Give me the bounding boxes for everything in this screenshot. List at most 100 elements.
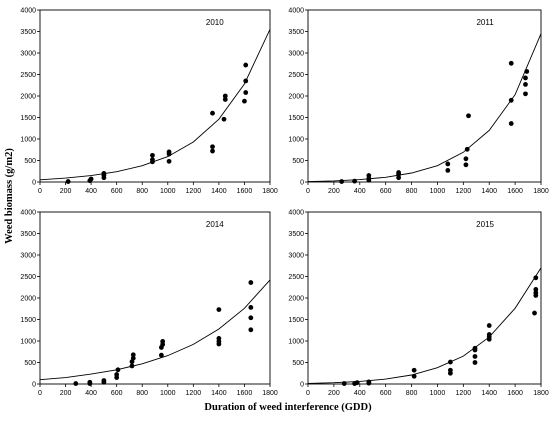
y-tick-label: 1500	[288, 115, 304, 122]
data-point	[447, 367, 453, 373]
y-tick-label: 4000	[20, 8, 36, 15]
panel-2011: 0 200 400 600 800 1000 1200 1400 1600 1800 0 500 100…	[288, 8, 548, 196]
x-tick-label: 400	[354, 188, 366, 195]
y-tick-label: 2000	[20, 94, 36, 101]
data-point	[411, 367, 417, 373]
data-point	[210, 148, 215, 154]
data-point	[472, 360, 478, 365]
x-tick-label: 200	[60, 390, 72, 397]
data-point	[65, 179, 71, 184]
data-point	[447, 359, 453, 365]
data-point	[216, 336, 222, 341]
data-point	[339, 179, 345, 184]
panel-title: 2011	[476, 18, 494, 27]
data-point	[248, 315, 254, 321]
x-tick-label: 0	[38, 188, 42, 195]
x-tick-label: 200	[60, 188, 72, 195]
y-tick-label: 2000	[288, 296, 304, 303]
y-tick-label: 3500	[288, 231, 304, 238]
y-tick-label: 3500	[20, 231, 36, 238]
data-point	[464, 146, 470, 152]
data-point	[221, 116, 227, 122]
data-point	[158, 352, 164, 358]
y-tick-label: 3000	[288, 253, 304, 260]
x-tick-label: 600	[111, 390, 123, 397]
y-tick-label: 0	[300, 180, 304, 187]
data-point	[523, 81, 528, 87]
y-tick-label: 2000	[20, 296, 36, 303]
y-tick-label: 1500	[20, 115, 36, 122]
x-tick-label: 600	[380, 390, 392, 397]
data-point	[508, 60, 514, 66]
data-point	[243, 62, 249, 68]
data-point	[472, 345, 478, 351]
x-tick-label: 1800	[533, 188, 549, 195]
data-point	[222, 97, 228, 102]
y-tick-label: 0	[300, 382, 304, 389]
x-tick-label: 1000	[430, 188, 446, 195]
x-tick-label: 800	[406, 188, 418, 195]
x-tick-label: 1800	[262, 390, 278, 397]
y-tick-label: 3000	[20, 51, 36, 58]
data-point	[533, 290, 539, 296]
x-tick-label: 1200	[456, 188, 472, 195]
data-point	[222, 93, 228, 99]
x-tick-label: 800	[136, 188, 148, 195]
x-tick-label: 1400	[211, 390, 227, 397]
x-tick-label: 1600	[237, 390, 253, 397]
y-tick-label: 1000	[288, 137, 304, 144]
y-tick-label: 500	[292, 360, 304, 367]
data-point	[366, 379, 372, 385]
panels: 0 200 400 600 800 1000 1200 1400 1600 1800 0 500 100…	[20, 8, 548, 398]
fit-curve	[39, 279, 271, 381]
data-point	[166, 158, 172, 164]
plot-frame	[307, 9, 542, 183]
y-tick-label: 0	[32, 382, 36, 389]
x-tick-label: 0	[38, 390, 42, 397]
data-point	[248, 305, 254, 310]
data-point	[523, 91, 528, 97]
data-point	[248, 280, 254, 285]
data-point	[248, 327, 254, 333]
data-point	[508, 121, 514, 126]
y-tick-label: 4000	[288, 8, 304, 15]
data-point	[242, 98, 247, 104]
panel-2014: 0 200 400 600 800 1000 1200 1400 1600 1800 0 500 100…	[20, 210, 277, 398]
panel-2010: 0 200 400 600 800 1000 1200 1400 1600 1800 0 500 100…	[20, 8, 277, 196]
y-tick-label: 2500	[20, 274, 36, 281]
y-tick-label: 2500	[288, 274, 304, 281]
data-point	[532, 310, 537, 316]
y-tick-label: 3500	[20, 29, 36, 36]
data-point	[243, 78, 249, 84]
panel-title: 2010	[206, 18, 224, 27]
y-tick-label: 2000	[288, 94, 304, 101]
data-point	[486, 323, 492, 328]
y-tick-label: 500	[292, 158, 304, 165]
y-tick-label: 4000	[288, 210, 304, 217]
y-tick-label: 1000	[288, 339, 304, 346]
y-tick-label: 500	[24, 158, 36, 165]
data-point	[533, 275, 539, 281]
x-tick-label: 1000	[160, 188, 176, 195]
x-tick-label: 0	[306, 390, 310, 397]
data-point	[150, 152, 155, 158]
x-tick-label: 1400	[481, 390, 497, 397]
x-tick-label: 200	[328, 188, 340, 195]
y-tick-label: 3000	[20, 253, 36, 260]
y-tick-label: 1500	[20, 317, 36, 324]
data-point	[472, 354, 478, 359]
panel-title: 2015	[476, 220, 494, 229]
x-tick-label: 800	[406, 390, 418, 397]
fit-curve	[307, 33, 542, 183]
x-tick-label: 800	[136, 390, 148, 397]
data-point	[160, 339, 166, 344]
data-point	[396, 170, 402, 175]
x-tick-label: 400	[85, 390, 97, 397]
panel-2015: 0 200 400 600 800 1000 1200 1400 1600 1800 0 500 100…	[288, 210, 548, 398]
data-point	[463, 162, 469, 168]
fit-curve	[307, 267, 542, 384]
fit-curve	[39, 29, 271, 181]
x-tick-label: 1600	[507, 188, 523, 195]
x-tick-label: 400	[354, 390, 366, 397]
